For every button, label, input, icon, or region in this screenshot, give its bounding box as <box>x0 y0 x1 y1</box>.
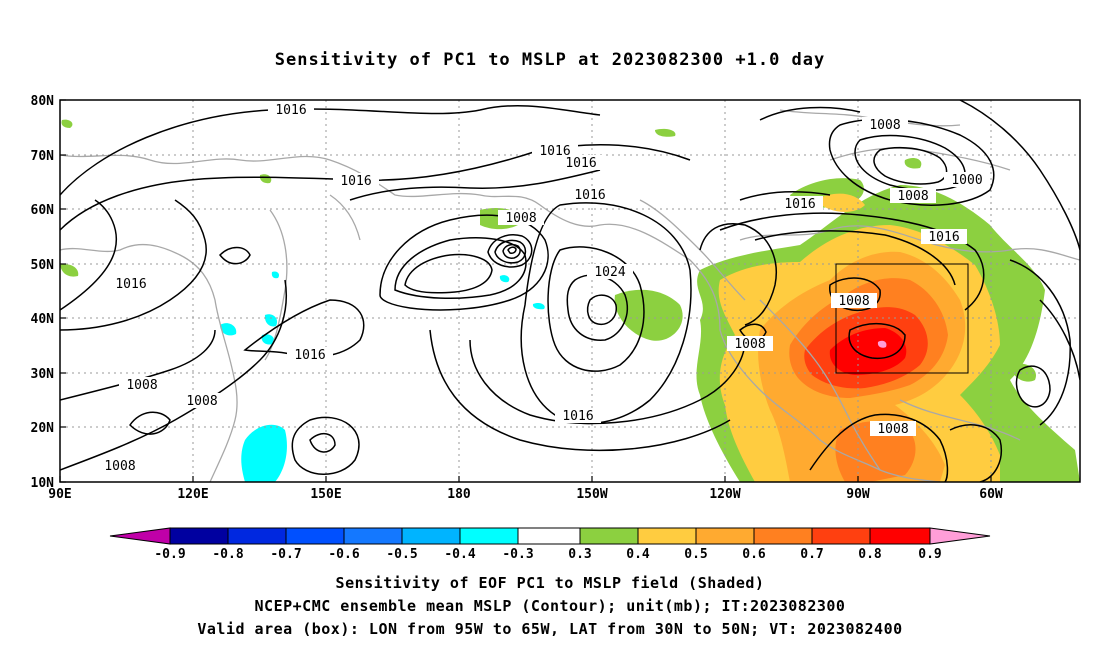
contour-label: 1016 <box>115 277 146 292</box>
colorbar-label: 0.9 <box>918 547 941 562</box>
colorbar-cell <box>109 527 171 545</box>
contour-label: 1008 <box>838 294 869 309</box>
colorbar-label: 0.5 <box>684 547 707 562</box>
contour-label: 1008 <box>104 459 135 474</box>
colorbar-cell <box>169 527 229 545</box>
valid-area-box <box>835 263 969 374</box>
lon-label: 150W <box>576 487 607 502</box>
contour-label: 1008 <box>734 337 765 352</box>
contour-label: 1008 <box>877 422 908 437</box>
colorbar-labels: -0.9 -0.8 -0.7 -0.6 -0.5 -0.4 -0.3 0.3 0… <box>154 547 941 562</box>
colorbar-cell <box>869 527 931 545</box>
map-border <box>59 99 1081 483</box>
lon-label: 120W <box>709 487 740 502</box>
colorbar-label: -0.6 <box>328 547 359 562</box>
colorbar-label: -0.4 <box>444 547 475 562</box>
colorbar-cell <box>695 527 755 545</box>
contour-label: 1008 <box>505 211 536 226</box>
map-title: Sensitivity of PC1 to MSLP at 2023082300… <box>274 50 826 70</box>
contour-label: 1000 <box>951 173 982 188</box>
sensitivity-shading <box>60 119 1080 482</box>
contour-label: 1016 <box>574 188 605 203</box>
axis-ticks <box>59 99 992 483</box>
colorbar-cell <box>811 527 871 545</box>
contour-label: 1016 <box>340 174 371 189</box>
mslp-contours <box>60 100 1080 482</box>
lat-label: 30N <box>31 367 55 382</box>
longitude-labels: 90E 120E 150E 180 150W 120W 90W 60W <box>48 487 1003 502</box>
colorbar-label: 0.8 <box>858 547 882 562</box>
latitude-labels: 80N 70N 60N 50N 40N 30N 20N 10N <box>31 94 55 491</box>
colorbar-cell <box>459 527 519 545</box>
lon-label: 120E <box>177 487 208 502</box>
lon-label: 180 <box>447 487 471 502</box>
colorbar-cell <box>227 527 287 545</box>
contour-label: 1016 <box>562 409 593 424</box>
contour-label: 1008 <box>186 394 217 409</box>
colorbar-cell <box>637 527 697 545</box>
colorbar-label: -0.3 <box>502 547 533 562</box>
colorbar-label: 0.7 <box>800 547 823 562</box>
colorbar-label: 0.6 <box>742 547 766 562</box>
colorbar-cell <box>343 527 403 545</box>
contour-label: 1016 <box>928 230 959 245</box>
colorbar-cell <box>753 527 813 545</box>
colorbar-label: 0.4 <box>626 547 650 562</box>
contour-label: 1016 <box>294 348 325 363</box>
contour-label: 1016 <box>784 197 815 212</box>
colorbar-label: -0.8 <box>212 547 243 562</box>
lon-label: 90W <box>846 487 870 502</box>
lon-label: 150E <box>310 487 341 502</box>
contour-label: 1016 <box>565 156 596 171</box>
lat-label: 70N <box>31 149 55 164</box>
lat-label: 10N <box>31 476 55 491</box>
contour-label: 1016 <box>275 103 306 118</box>
contour-label: 1008 <box>869 118 900 133</box>
contour-label: 1008 <box>897 189 928 204</box>
colorbar-cell <box>929 527 991 545</box>
lon-label: 90E <box>48 487 71 502</box>
contour-label: 1024 <box>594 265 625 280</box>
lat-label: 40N <box>31 312 55 327</box>
contour-labels: 1016 1016 1016 1016 1016 1008 1008 1000 … <box>97 102 990 474</box>
caption-line-1: Sensitivity of EOF PC1 to MSLP field (Sh… <box>335 574 765 592</box>
colorbar-cell <box>401 527 461 545</box>
colorbar-label: -0.7 <box>270 547 301 562</box>
colorbar-label: 0.3 <box>568 547 591 562</box>
coastlines <box>60 109 1080 482</box>
contour-label: 1008 <box>126 378 157 393</box>
colorbar-cell <box>579 527 639 545</box>
lat-label: 60N <box>31 203 55 218</box>
colorbar <box>109 527 991 545</box>
caption-line-3: Valid area (box): LON from 95W to 65W, L… <box>197 620 903 638</box>
lon-label: 60W <box>979 487 1003 502</box>
lat-label: 80N <box>31 94 55 109</box>
colorbar-cell <box>517 527 581 545</box>
colorbar-label: -0.5 <box>386 547 417 562</box>
colorbar-label: -0.9 <box>154 547 185 562</box>
colorbar-cell <box>285 527 345 545</box>
lat-label: 20N <box>31 421 55 436</box>
lat-label: 50N <box>31 258 55 273</box>
caption-line-2: NCEP+CMC ensemble mean MSLP (Contour); u… <box>254 597 846 615</box>
